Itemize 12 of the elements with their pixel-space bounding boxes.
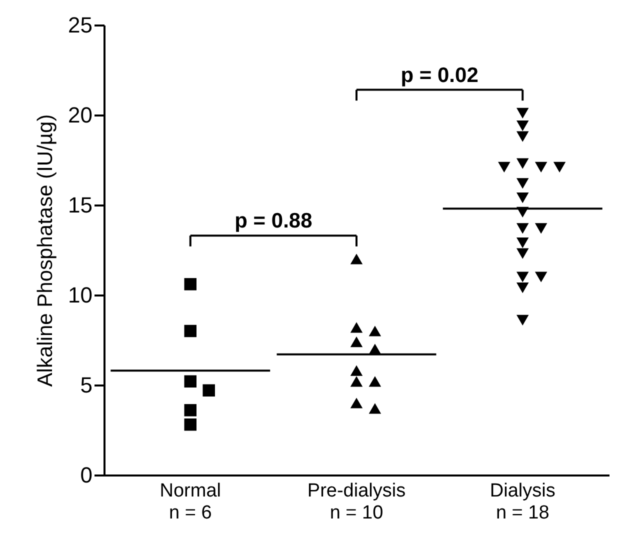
- x-tick-label: Dialysis n = 18: [490, 480, 556, 524]
- y-tick-label: 5: [80, 372, 92, 398]
- y-tick-label: 20: [68, 102, 92, 128]
- x-tick-label: Pre-dialysis n = 10: [307, 480, 406, 524]
- y-tick-label: 15: [68, 192, 92, 218]
- y-axis-title: Alkaline Phosphatase (IU/µg): [34, 114, 58, 387]
- y-tick-label: 0: [80, 462, 92, 488]
- x-tick-label: Normal n = 6: [160, 480, 221, 524]
- y-tick-label: 10: [68, 282, 92, 308]
- annotation: p = 0.88: [234, 210, 313, 233]
- y-tick-label: 25: [68, 12, 92, 38]
- annotation: p = 0.02: [400, 64, 478, 87]
